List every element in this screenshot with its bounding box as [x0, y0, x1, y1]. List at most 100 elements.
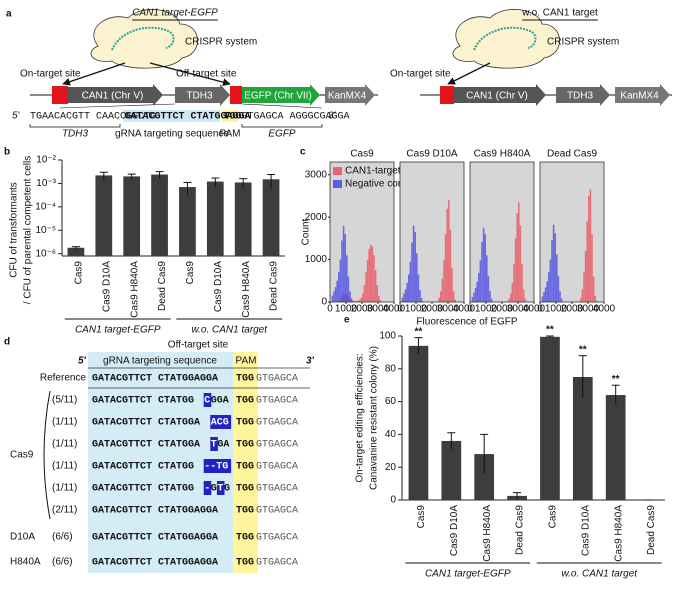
- target-site: [52, 86, 68, 104]
- mismatch-highlight: [210, 415, 232, 429]
- arrow: [447, 62, 491, 85]
- bar: [123, 176, 141, 256]
- histogram-bar: [358, 299, 361, 302]
- histogram-bar: [403, 293, 405, 302]
- panel-label: d: [4, 337, 10, 348]
- row-count: (1/11): [52, 483, 77, 494]
- sequence-segment: GATACGTTCT CTATGG: [92, 462, 194, 473]
- bar: [67, 247, 85, 256]
- histogram-bar: [556, 254, 558, 302]
- histogram-bar: [554, 233, 556, 302]
- histogram-bar: [487, 275, 490, 302]
- x-tick-label: Cas9 H840A: [482, 505, 493, 562]
- grna-highlight: [123, 110, 220, 122]
- legend-label: CAN1-target EGFP: [345, 166, 431, 177]
- histogram-bar: [346, 255, 348, 302]
- sequence-segment: GATACGTTCT CTATGGA: [92, 418, 200, 429]
- histogram-bar: [449, 229, 452, 302]
- group-label: w.o. CAN1 target: [191, 325, 268, 336]
- histogram-bar: [471, 296, 474, 302]
- x-tick-label: 0: [327, 304, 333, 315]
- histogram-bar: [363, 285, 366, 302]
- histogram-bar: [508, 298, 510, 302]
- histogram-bar: [452, 291, 455, 302]
- histogram-bar: [373, 255, 375, 302]
- connector: [241, 103, 323, 109]
- histogram-bar: [371, 246, 374, 302]
- pam-sequence: TGG: [236, 558, 254, 569]
- bar: [540, 336, 560, 500]
- histogram-bar: [379, 299, 382, 302]
- gene-label: TDH3: [567, 91, 594, 102]
- x-tick-label: 2000: [491, 304, 514, 315]
- sequence-segment: GATACGTTCT CTATGG: [92, 396, 194, 407]
- x-tick-label: 1000: [545, 304, 568, 315]
- pam-column: [233, 352, 258, 573]
- pam-sequence: TGG: [236, 396, 254, 407]
- row-count: (1/11): [52, 439, 77, 450]
- y-tick-label: 3000: [305, 169, 328, 180]
- histogram-bar: [591, 234, 593, 302]
- sequence-segment: G: [224, 484, 230, 495]
- x-tick-label: 4000: [523, 304, 546, 315]
- histogram-bar: [541, 296, 544, 302]
- row-count: (5/11): [52, 395, 77, 406]
- x-tick-label: 4000: [383, 304, 406, 315]
- pam-highlight: [222, 110, 238, 122]
- x-tick-label: 3000: [367, 304, 390, 315]
- system-label: CRISPR system: [185, 37, 257, 48]
- bar: [234, 182, 252, 256]
- row-count: (6/6): [52, 532, 73, 543]
- strand-end: 3': [328, 111, 337, 122]
- histogram-bar: [560, 298, 563, 302]
- histogram-bar: [546, 281, 548, 302]
- grna-squiggle: [111, 26, 175, 51]
- x-tick-label: Dead Cas9: [269, 261, 280, 311]
- pam-sequence: TGG: [236, 484, 254, 495]
- histogram-bar: [420, 298, 423, 302]
- target-site: [440, 86, 454, 104]
- histogram-bar: [583, 272, 585, 302]
- arrow: [149, 62, 231, 86]
- histogram-bar: [419, 290, 421, 302]
- sequence-segment: GGA: [211, 396, 229, 407]
- gene-arrow: [615, 84, 670, 106]
- sequence-segment: GATACGTTCT CTATGGA: [92, 440, 200, 451]
- x-tick-label: Cas9: [74, 261, 85, 285]
- x-tick-label: Cas9: [416, 505, 427, 529]
- y-tick-label: 80: [385, 363, 397, 374]
- sequence-label: PAM: [220, 129, 241, 140]
- x-tick-label: 0: [537, 304, 543, 315]
- y-tick-label: 100: [379, 331, 396, 342]
- x-tick-label: Cas9 D10A: [101, 261, 112, 312]
- histogram-bar: [446, 208, 448, 302]
- significance-label: **: [415, 326, 423, 337]
- sequence-segment: G: [211, 484, 217, 495]
- bar: [572, 377, 593, 500]
- gene-arrow: [242, 84, 320, 106]
- bar: [95, 175, 113, 256]
- x-tick-label: 3000: [437, 304, 460, 315]
- histogram-bar: [510, 293, 512, 302]
- histogram-bar: [586, 221, 588, 302]
- column-header: PAM: [236, 356, 257, 367]
- y-tick-label: 0: [321, 297, 327, 308]
- subplot-title: Cas9: [350, 149, 374, 160]
- x-tick-label: 4000: [453, 304, 476, 315]
- row-count: (1/11): [52, 417, 77, 428]
- pam-sequence: TGG: [236, 440, 254, 451]
- histogram-bar: [347, 276, 350, 302]
- subplot-title: Dead Cas9: [547, 149, 597, 160]
- sequence: GTGAGCA AGGGCGAGGA: [242, 112, 350, 123]
- histogram-bar: [479, 260, 482, 302]
- y-axis-label: Count: [301, 218, 312, 245]
- histogram-bar: [580, 297, 582, 302]
- gene-arrow: [175, 84, 230, 106]
- sequence-label: EGFP: [268, 129, 296, 140]
- sequence-segment: C: [204, 396, 210, 407]
- histogram-bar: [511, 282, 514, 302]
- x-tick-label: 0: [397, 304, 403, 315]
- sequence-segment: GA: [217, 440, 229, 451]
- histogram-bar: [596, 300, 598, 302]
- histogram-bar: [412, 225, 415, 302]
